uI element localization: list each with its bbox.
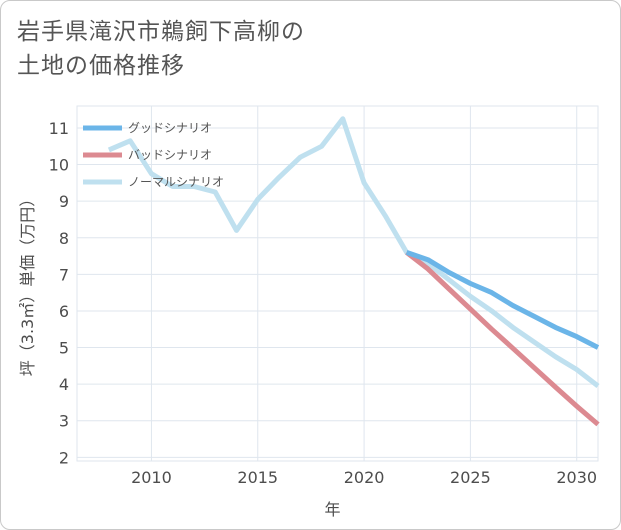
x-axis-ticks: 2010 2015 2020 2025 2030: [131, 468, 597, 487]
y-tick-label-8: 8: [59, 229, 69, 248]
plot-border: [76, 105, 599, 462]
chart-title-line-1: 岩手県滝沢市鵜飼下高柳の: [17, 19, 305, 45]
series-lines: [107, 116, 600, 427]
series-line-3: [107, 116, 600, 388]
chart-title: 岩手県滝沢市鵜飼下高柳の 土地の価格推移: [17, 15, 305, 83]
legend-label-2: バッドシナリオ: [128, 148, 212, 162]
chart-title-line-2: 土地の価格推移: [17, 53, 185, 79]
legend-label-1: グッドシナリオ: [128, 121, 212, 135]
y-tick-label-7: 7: [59, 265, 69, 284]
y-tick-label-9: 9: [59, 192, 69, 211]
series-line-1: [405, 250, 600, 350]
y-tick-label-2: 2: [59, 448, 69, 467]
x-tick-label-2025: 2025: [450, 468, 491, 487]
y-tick-label-6: 6: [59, 302, 69, 321]
y-tick-label-11: 11: [49, 119, 69, 138]
y-tick-label-4: 4: [59, 375, 69, 394]
y-axis-label: 坪（3.3㎡）単価（万円）: [18, 191, 37, 376]
y-tick-label-10: 10: [49, 156, 69, 175]
x-tick-label-2010: 2010: [131, 468, 172, 487]
x-tick-label-2030: 2030: [556, 468, 597, 487]
y-axis-ticks: 2 3 4 5 6 7 8 9 10 11: [49, 119, 69, 467]
x-tick-label-2020: 2020: [344, 468, 385, 487]
y-tick-label-3: 3: [59, 412, 69, 431]
x-tick-label-2015: 2015: [237, 468, 278, 487]
series-line-2: [405, 250, 600, 427]
y-tick-label-5: 5: [59, 339, 69, 358]
legend-label-3: ノーマルシナリオ: [128, 175, 224, 189]
x-axis-label: 年: [324, 500, 340, 519]
